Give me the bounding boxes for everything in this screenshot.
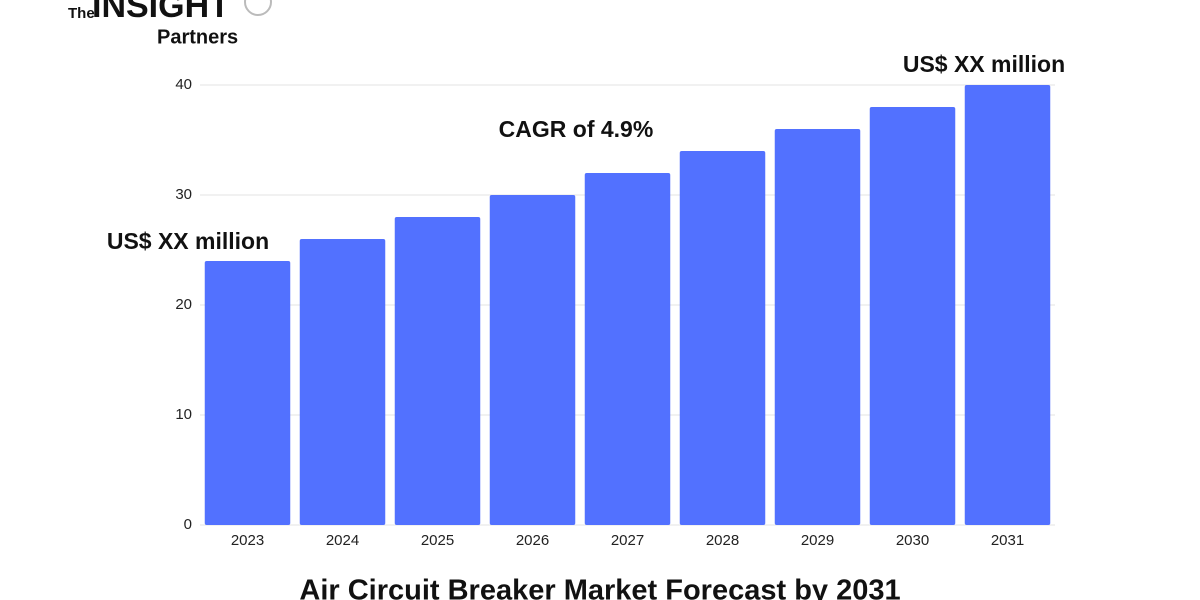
bar xyxy=(964,85,1051,525)
x-tick-label: 2027 xyxy=(611,532,644,549)
x-tick-label: 2023 xyxy=(231,532,264,549)
bar xyxy=(489,195,576,525)
bar xyxy=(869,107,956,525)
chart-title: Air Circuit Breaker Market Forecast by 2… xyxy=(299,575,900,600)
logo-main: INSIGHT xyxy=(92,0,230,25)
x-tick-label: 2025 xyxy=(421,532,454,549)
logo-icon xyxy=(244,0,272,16)
x-tick-label: 2029 xyxy=(801,532,834,549)
y-tick-label: 0 xyxy=(184,516,192,533)
bar xyxy=(584,173,671,525)
y-tick-label: 10 xyxy=(175,406,192,423)
x-tick-label: 2024 xyxy=(326,532,359,549)
logo-small: The xyxy=(68,5,95,22)
annotation: CAGR of 4.9% xyxy=(499,116,654,142)
bar xyxy=(774,129,861,525)
y-tick-label: 20 xyxy=(175,296,192,313)
bar xyxy=(679,151,766,525)
logo-sub: Partners xyxy=(157,26,238,48)
bar xyxy=(299,239,386,525)
annotation: US$ XX million xyxy=(107,228,269,254)
x-tick-label: 2026 xyxy=(516,532,549,549)
y-tick-label: 30 xyxy=(175,186,192,203)
annotation: US$ XX million xyxy=(903,51,1065,77)
bar xyxy=(394,217,481,525)
bar xyxy=(204,261,291,525)
x-tick-label: 2030 xyxy=(896,532,929,549)
y-tick-label: 40 xyxy=(175,76,192,93)
x-tick-label: 2028 xyxy=(706,532,739,549)
x-tick-label: 2031 xyxy=(991,532,1024,549)
